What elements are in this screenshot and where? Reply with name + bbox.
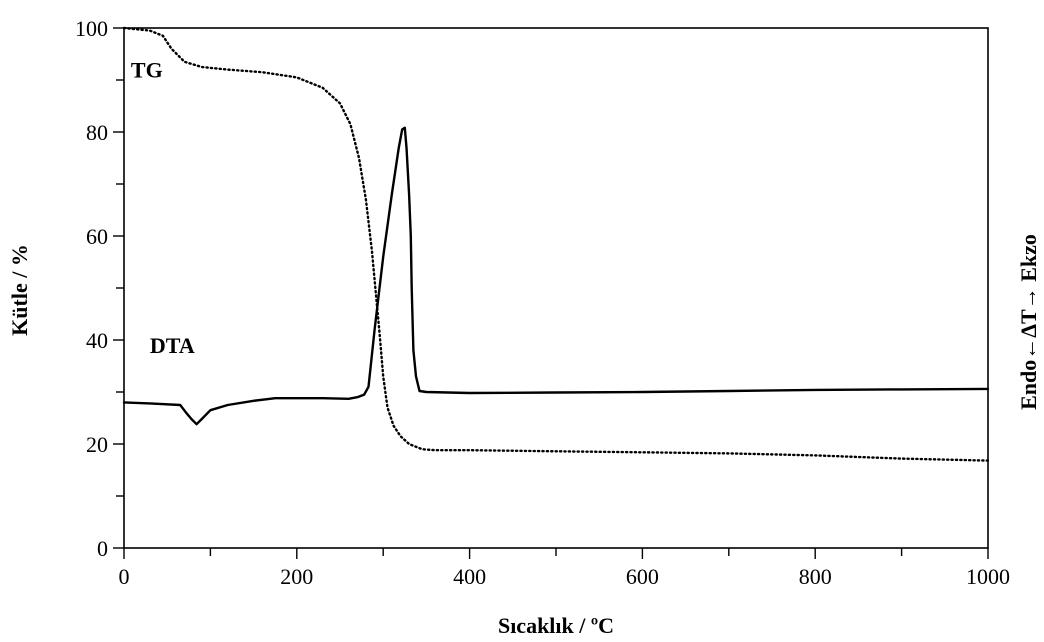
y-axis-title: Kütle / % (7, 244, 32, 336)
plot-frame (123, 27, 989, 549)
x-tick-label: 0 (119, 564, 130, 589)
y-tick-label: 0 (97, 536, 108, 561)
dta-curve (122, 126, 990, 426)
y-tick-label: 40 (86, 328, 108, 353)
tg-curve (122, 26, 990, 462)
x-tick-label: 1000 (966, 564, 1010, 589)
x-axis-title: Sıcaklık / ºC (498, 613, 614, 638)
x-tick-label: 200 (280, 564, 313, 589)
y-tick-label: 100 (75, 16, 108, 41)
x-tick-label: 800 (799, 564, 832, 589)
y-tick-label: 60 (86, 224, 108, 249)
y-tick-label: 20 (86, 432, 108, 457)
x-tick-label: 600 (626, 564, 659, 589)
x-tick-label: 400 (453, 564, 486, 589)
curve-label-tg: TG (131, 57, 163, 82)
y-tick-label: 80 (86, 120, 108, 145)
y2-axis-title: Endo←ΔT→ Ekzo (1016, 234, 1041, 410)
curve-label-dta: DTA (150, 333, 195, 358)
